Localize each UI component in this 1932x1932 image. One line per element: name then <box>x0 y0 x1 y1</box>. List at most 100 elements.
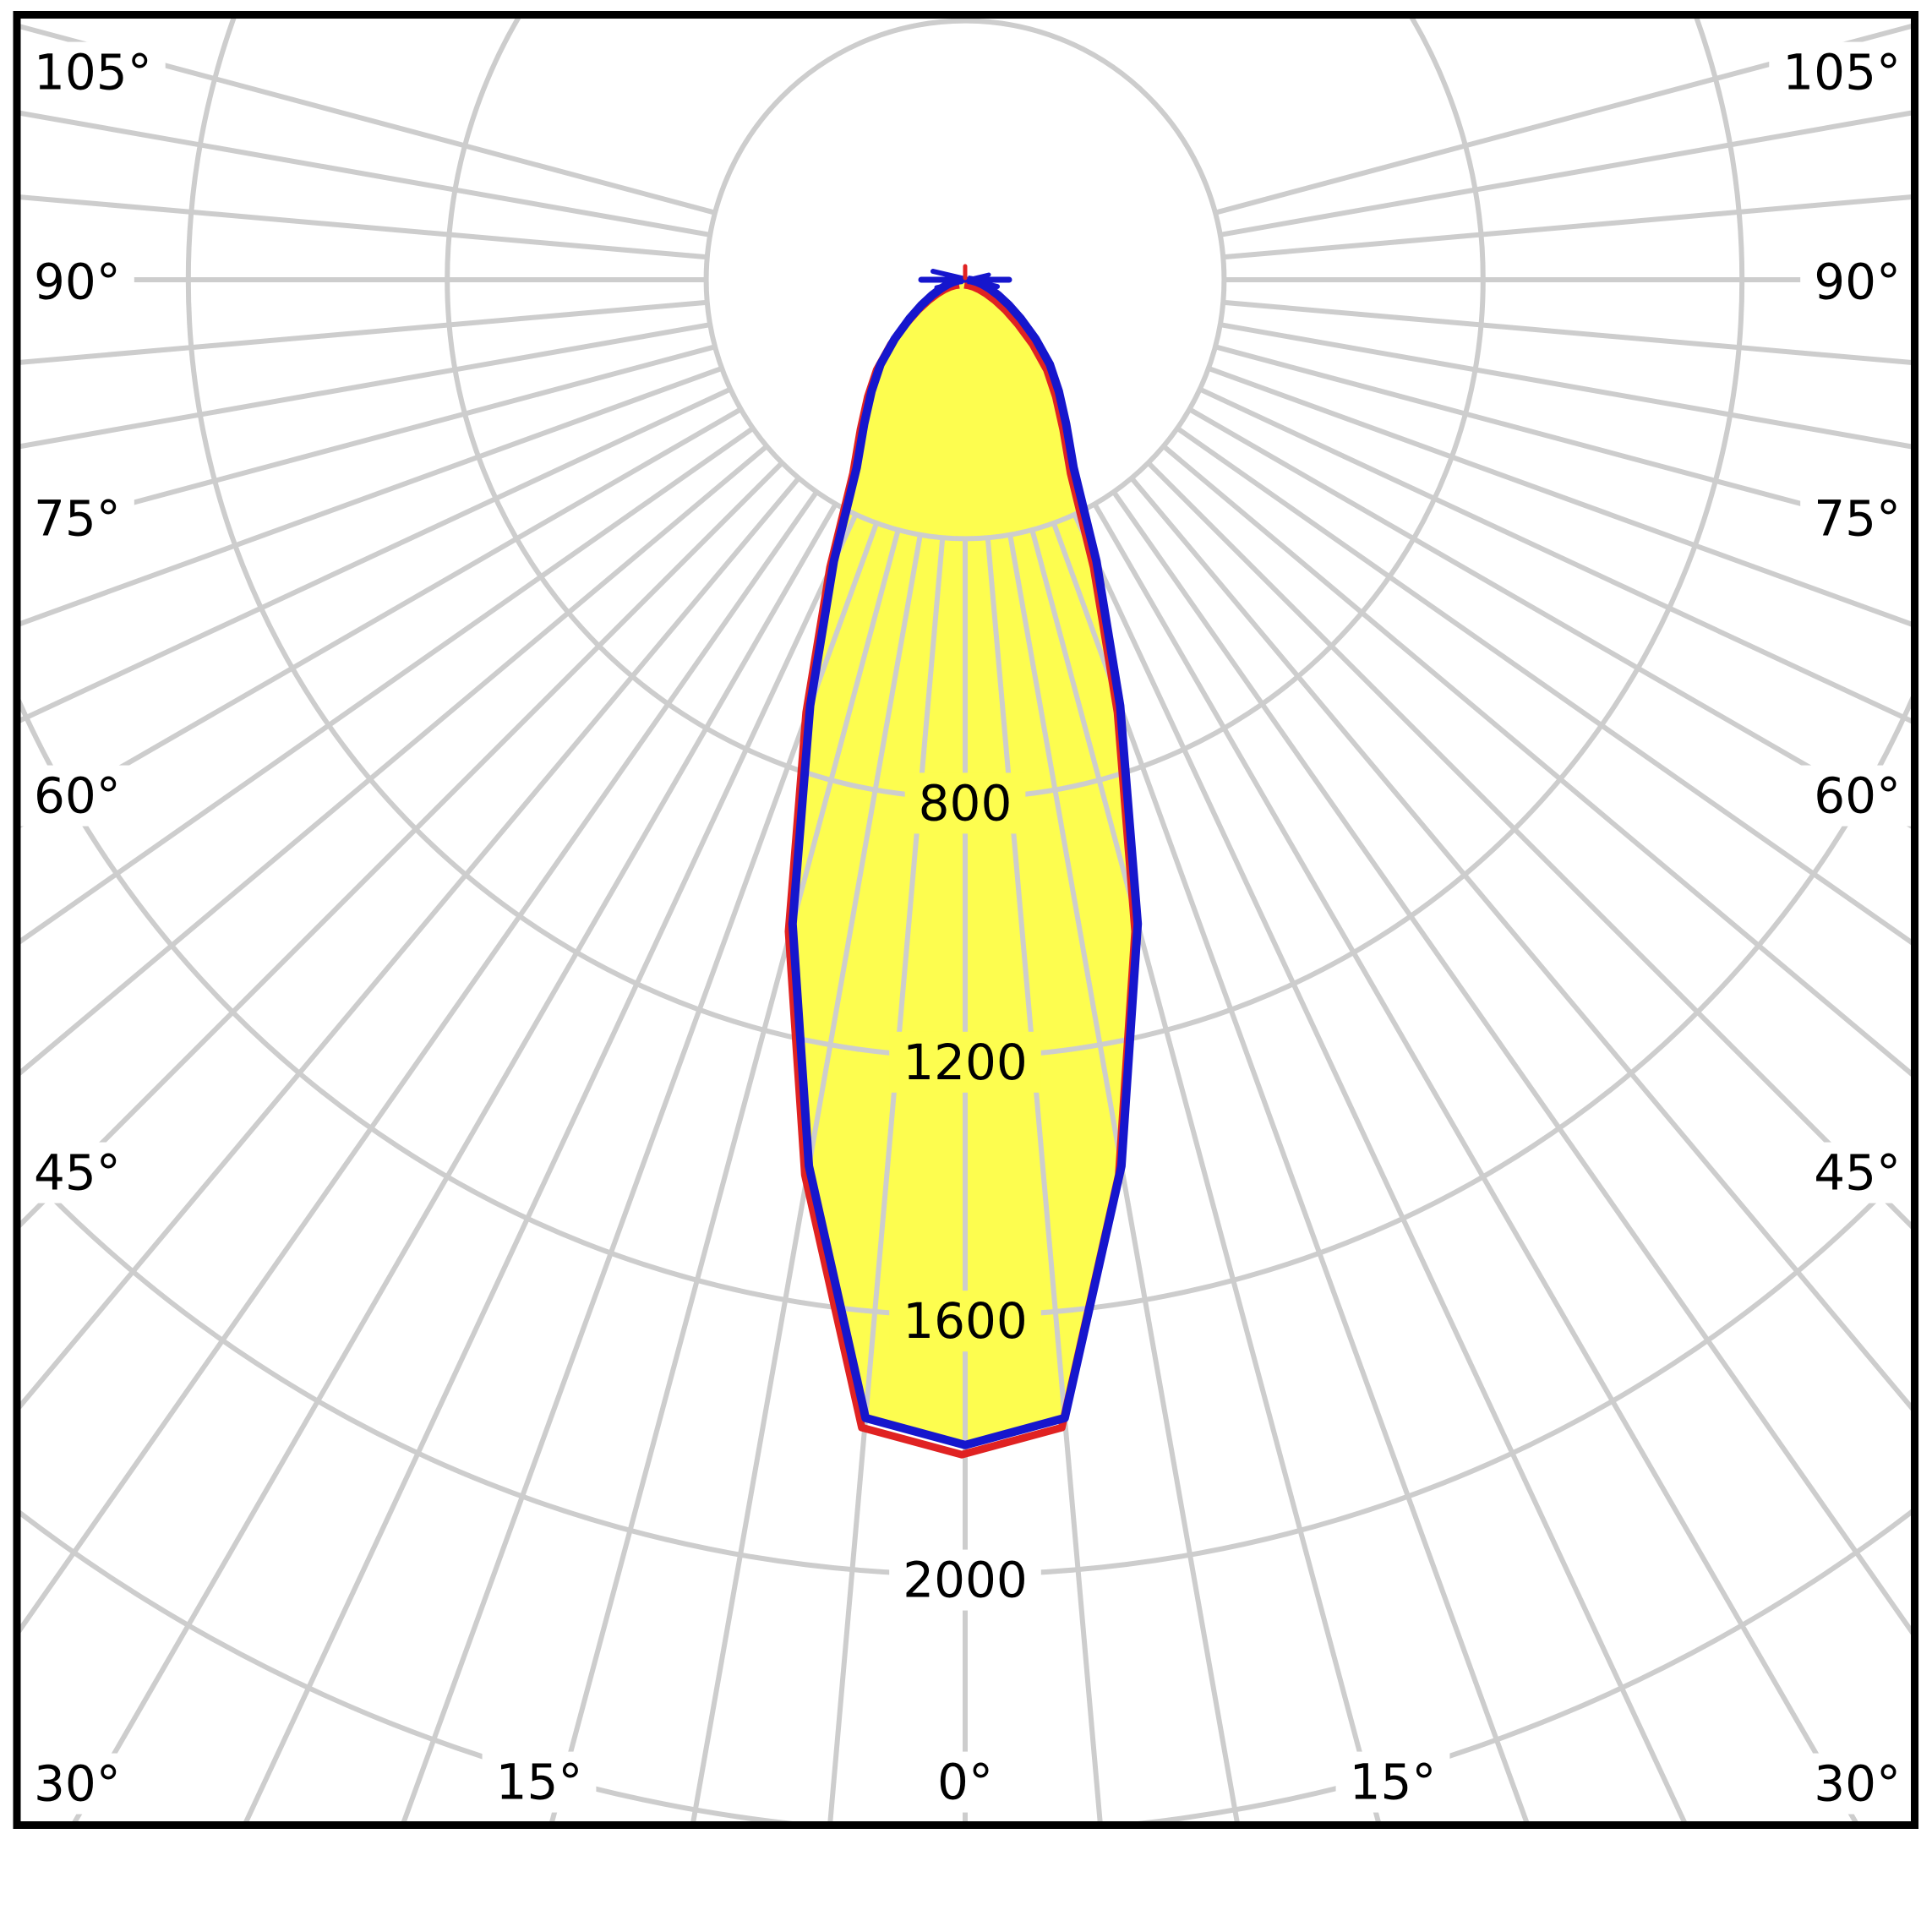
angular-grid-ray <box>1214 344 1911 536</box>
angle-label-left-90-text: 90° <box>34 254 121 311</box>
angle-label-bottom-left-15-text: 15° <box>496 1754 583 1811</box>
angular-grid-ray <box>20 110 712 237</box>
angle-label-right-105-text: 105° <box>1782 44 1901 101</box>
angular-grid-ray <box>985 537 1103 1821</box>
angular-grid-ray <box>20 426 756 945</box>
radial-label-2000-backing <box>889 1549 1041 1611</box>
angle-label-right-90-text: 90° <box>1814 254 1901 311</box>
angle-label-right-60-backing <box>1800 765 1914 827</box>
radial-label-2000-text: 2000 <box>903 1552 1028 1609</box>
angle-label-bottom-right-15-backing <box>1335 1751 1450 1813</box>
angle-label-left-45-text: 45° <box>34 1144 121 1202</box>
angular-grid-ray <box>1092 502 1858 1821</box>
angular-grid-ray <box>1219 322 1911 450</box>
angle-label-right-75: 75° <box>1800 488 1914 549</box>
angle-label-left-45-backing <box>20 1142 134 1203</box>
angle-label-right-60-text: 60° <box>1814 767 1901 825</box>
blue-curve <box>788 276 1143 1449</box>
angular-grid-ray <box>1111 489 1911 1635</box>
angular-grid-ray <box>1029 528 1381 1821</box>
radial-label-1200-text: 1200 <box>903 1034 1028 1091</box>
angle-label-left-60-text: 60° <box>34 767 121 825</box>
angular-grid-ray <box>20 407 743 828</box>
angle-label-left-90: 90° <box>20 251 134 313</box>
angle-label-bottom-left-30: 30° <box>20 1753 134 1815</box>
angle-label-bottom-left-30-backing <box>20 1753 134 1815</box>
angle-label-left-105-text: 105° <box>34 44 152 101</box>
angular-grid-ray <box>72 502 838 1821</box>
angular-grid-ray <box>1222 299 1911 365</box>
angular-grid-ray <box>1007 533 1240 1821</box>
angular-grid-ray <box>690 533 923 1821</box>
angular-grid-ray <box>1161 444 1911 1077</box>
angle-label-bottom-right-30-text: 30° <box>1814 1755 1901 1813</box>
angle-label-bottom-0: 0° <box>924 1751 1007 1813</box>
radial-label-1600-text: 1600 <box>903 1292 1028 1350</box>
angular-grid-ray <box>1214 24 1911 216</box>
angle-label-bottom-left-15: 15° <box>482 1751 597 1813</box>
radial-label-1200-backing <box>889 1031 1041 1093</box>
angular-grid-ray <box>1219 110 1911 237</box>
angle-label-right-45-backing <box>1800 1142 1914 1203</box>
angular-grid-ray <box>20 365 723 626</box>
radial-label-800-text: 800 <box>919 774 1012 832</box>
angle-label-bottom-left-30-text: 30° <box>34 1755 121 1813</box>
angle-label-left-75-backing <box>20 488 134 549</box>
angular-grid-ray <box>1175 426 1911 946</box>
angular-grid-ray <box>401 521 880 1821</box>
angle-label-right-105: 105° <box>1769 41 1914 103</box>
angular-grid-ray <box>20 344 717 536</box>
radial-label-1600: 1600 <box>889 1291 1041 1352</box>
angle-label-left-45: 45° <box>20 1142 134 1203</box>
angle-label-bottom-0-backing <box>924 1751 1007 1813</box>
angle-label-left-90-backing <box>20 251 134 313</box>
angle-label-bottom-left-15-backing <box>482 1751 597 1813</box>
angle-label-right-45-text: 45° <box>1814 1144 1901 1202</box>
angle-label-bottom-right-15: 15° <box>1335 1751 1450 1813</box>
radial-label-800: 800 <box>904 772 1026 834</box>
radial-label-1200: 1200 <box>889 1031 1041 1093</box>
angular-grid-ray <box>1198 386 1911 724</box>
angle-label-bottom-right-30-backing <box>1800 1753 1914 1815</box>
angular-grid-ray <box>1051 521 1530 1821</box>
angle-label-bottom-right-30: 30° <box>1800 1753 1914 1815</box>
angular-grid-ray <box>1207 365 1911 627</box>
angular-grid-ray <box>1222 194 1911 260</box>
angle-label-bottom-0-text: 0° <box>937 1754 993 1811</box>
radial-label-1600-backing <box>889 1291 1041 1352</box>
angular-grid-ray <box>20 194 708 260</box>
angular-grid-ray <box>549 528 901 1821</box>
angular-grid-ray <box>20 299 708 365</box>
angular-grid-ray <box>1129 476 1911 1411</box>
angular-grid-ray <box>20 444 769 1076</box>
angular-grid-ray <box>20 489 819 1634</box>
labels: 105° 105° 90° 90° 75° 75° 60° 60° 45° 45° 30° 15° 0°… <box>20 41 1914 1815</box>
radial-label-800-backing <box>904 772 1026 834</box>
angular-grid-ray <box>20 24 717 216</box>
angular-grid-ray <box>20 386 732 723</box>
angular-grid-ray <box>1187 407 1911 829</box>
angle-label-right-60: 60° <box>1800 765 1914 827</box>
angle-label-right-75-backing <box>1800 488 1914 549</box>
angle-label-bottom-right-15-text: 15° <box>1350 1754 1437 1811</box>
angle-label-left-105-backing <box>20 41 166 103</box>
chart-frame <box>13 11 1918 1829</box>
angular-grid-ray <box>827 537 946 1821</box>
angle-label-left-60: 60° <box>20 765 134 827</box>
origin-marker <box>918 264 1012 290</box>
angle-label-right-90: 90° <box>1800 251 1914 313</box>
radial-label-2000: 2000 <box>889 1549 1041 1611</box>
origin-marker-diagonal-2 <box>934 272 991 290</box>
angular-grid-ray <box>243 513 859 1821</box>
angular-grid-ray <box>20 322 712 450</box>
angular-grid-ray <box>20 476 801 1410</box>
angle-label-left-75-text: 75° <box>34 490 121 548</box>
angle-label-right-45: 45° <box>1800 1142 1914 1203</box>
angle-label-left-105: 105° <box>20 41 166 103</box>
angle-label-right-105-backing <box>1769 41 1914 103</box>
angle-label-left-60-backing <box>20 765 134 827</box>
angle-label-right-90-backing <box>1800 251 1914 313</box>
